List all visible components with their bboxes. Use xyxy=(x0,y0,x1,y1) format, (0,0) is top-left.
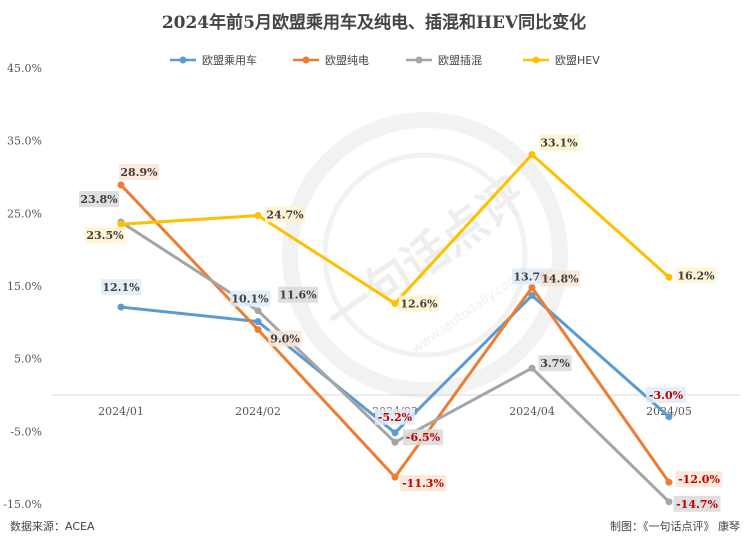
data-label: 23.8% xyxy=(80,193,118,206)
legend-marker xyxy=(415,56,423,64)
data-point xyxy=(117,220,125,228)
data-point xyxy=(117,303,125,311)
source-note: 数据来源：ACEA xyxy=(10,519,95,533)
legend-marker xyxy=(179,56,187,64)
data-label-bg xyxy=(646,386,686,403)
data-label: 33.1% xyxy=(540,136,578,149)
data-label-bg xyxy=(375,408,415,425)
legend-marker xyxy=(532,56,540,64)
data-point xyxy=(254,318,262,326)
data-label: -6.5% xyxy=(406,431,441,444)
legend-item: 欧盟HEV xyxy=(523,54,600,67)
data-point xyxy=(391,429,399,437)
data-label-bg xyxy=(675,471,723,488)
data-label-bg xyxy=(79,191,119,208)
legend-marker xyxy=(302,56,310,64)
chart-title: 2024年前5月欧盟乘用车及纯电、插混和HEV同比变化 xyxy=(162,12,586,33)
data-label: 14.8% xyxy=(541,272,579,285)
data-label: 28.9% xyxy=(120,166,158,179)
data-point xyxy=(117,181,125,189)
legend-item: 欧盟插混 xyxy=(406,53,482,67)
data-point xyxy=(254,212,262,220)
y-tick-label: 15.0% xyxy=(7,280,42,293)
data-point xyxy=(254,326,262,334)
data-label-bg xyxy=(403,429,443,446)
data-label-bg xyxy=(85,227,125,244)
data-label: -3.0% xyxy=(649,389,684,402)
data-label-bg xyxy=(101,279,141,296)
data-label-bg xyxy=(538,355,572,372)
data-label-bg xyxy=(399,295,439,312)
data-point xyxy=(528,364,536,372)
data-point xyxy=(391,473,399,481)
y-tick-label: 35.0% xyxy=(7,135,42,148)
data-label: 10.1% xyxy=(231,293,269,306)
legend-item: 欧盟纯电 xyxy=(293,54,369,67)
y-tick-label: 25.0% xyxy=(7,207,42,220)
x-tick-label: 2024/01 xyxy=(98,405,144,418)
y-axis: 45.0% 35.0% 25.0% 15.0% 5.0% -5.0% -15.0% xyxy=(3,62,42,511)
data-label: -12.0% xyxy=(678,473,720,486)
data-label: 16.2% xyxy=(677,269,715,282)
data-point xyxy=(528,150,536,158)
data-label-bg xyxy=(673,495,721,512)
legend-label: 欧盟纯电 xyxy=(325,54,369,67)
data-label-bg xyxy=(539,134,579,151)
y-tick-label: -15.0% xyxy=(3,498,42,511)
data-label-bg xyxy=(278,286,318,303)
data-label: 12.1% xyxy=(102,281,140,294)
series-lines xyxy=(117,150,673,506)
data-point xyxy=(665,498,673,506)
data-label: 23.5% xyxy=(86,229,124,242)
data-label-bg xyxy=(676,267,716,284)
legend: 欧盟乘用车 欧盟纯电 欧盟插混 欧盟HEV xyxy=(170,53,600,67)
data-point xyxy=(665,413,673,421)
data-label: 3.7% xyxy=(540,357,570,370)
data-label-bg xyxy=(230,290,270,307)
data-point xyxy=(528,291,536,299)
data-label-bg xyxy=(399,475,447,492)
legend-item: 欧盟乘用车 xyxy=(170,53,257,67)
data-label-bg xyxy=(268,330,302,347)
data-point xyxy=(391,438,399,446)
credit-note: 制图：《一句话点评》 康琴 xyxy=(610,519,740,533)
x-tick-label: 2024/02 xyxy=(235,405,281,418)
data-label-bg xyxy=(265,206,305,223)
data-label-bg xyxy=(540,270,580,287)
data-label: 11.6% xyxy=(279,289,317,302)
data-point xyxy=(528,283,536,291)
y-tick-label: 5.0% xyxy=(14,353,42,366)
data-label: -5.2% xyxy=(378,411,413,424)
x-tick-label: 2024/04 xyxy=(509,405,555,418)
data-label: -11.3% xyxy=(402,477,444,490)
data-labels: 12.1%10.1%-5.2%13.7%-3.0%28.9%9.0%-11.3%… xyxy=(79,134,723,512)
legend-label: 欧盟乘用车 xyxy=(202,53,257,67)
data-label-bg xyxy=(119,163,159,180)
y-tick-label: 45.0% xyxy=(7,62,42,75)
data-label: 24.7% xyxy=(266,209,304,222)
data-point xyxy=(254,307,262,315)
y-tick-label: -5.0% xyxy=(10,425,42,438)
data-label: 12.6% xyxy=(400,297,438,310)
legend-label: 欧盟插混 xyxy=(438,53,482,67)
legend-label: 欧盟HEV xyxy=(555,54,600,67)
data-point xyxy=(665,478,673,486)
data-label: -14.7% xyxy=(676,498,718,511)
data-label: 9.0% xyxy=(270,333,300,346)
data-point xyxy=(665,273,673,281)
data-point xyxy=(391,299,399,307)
